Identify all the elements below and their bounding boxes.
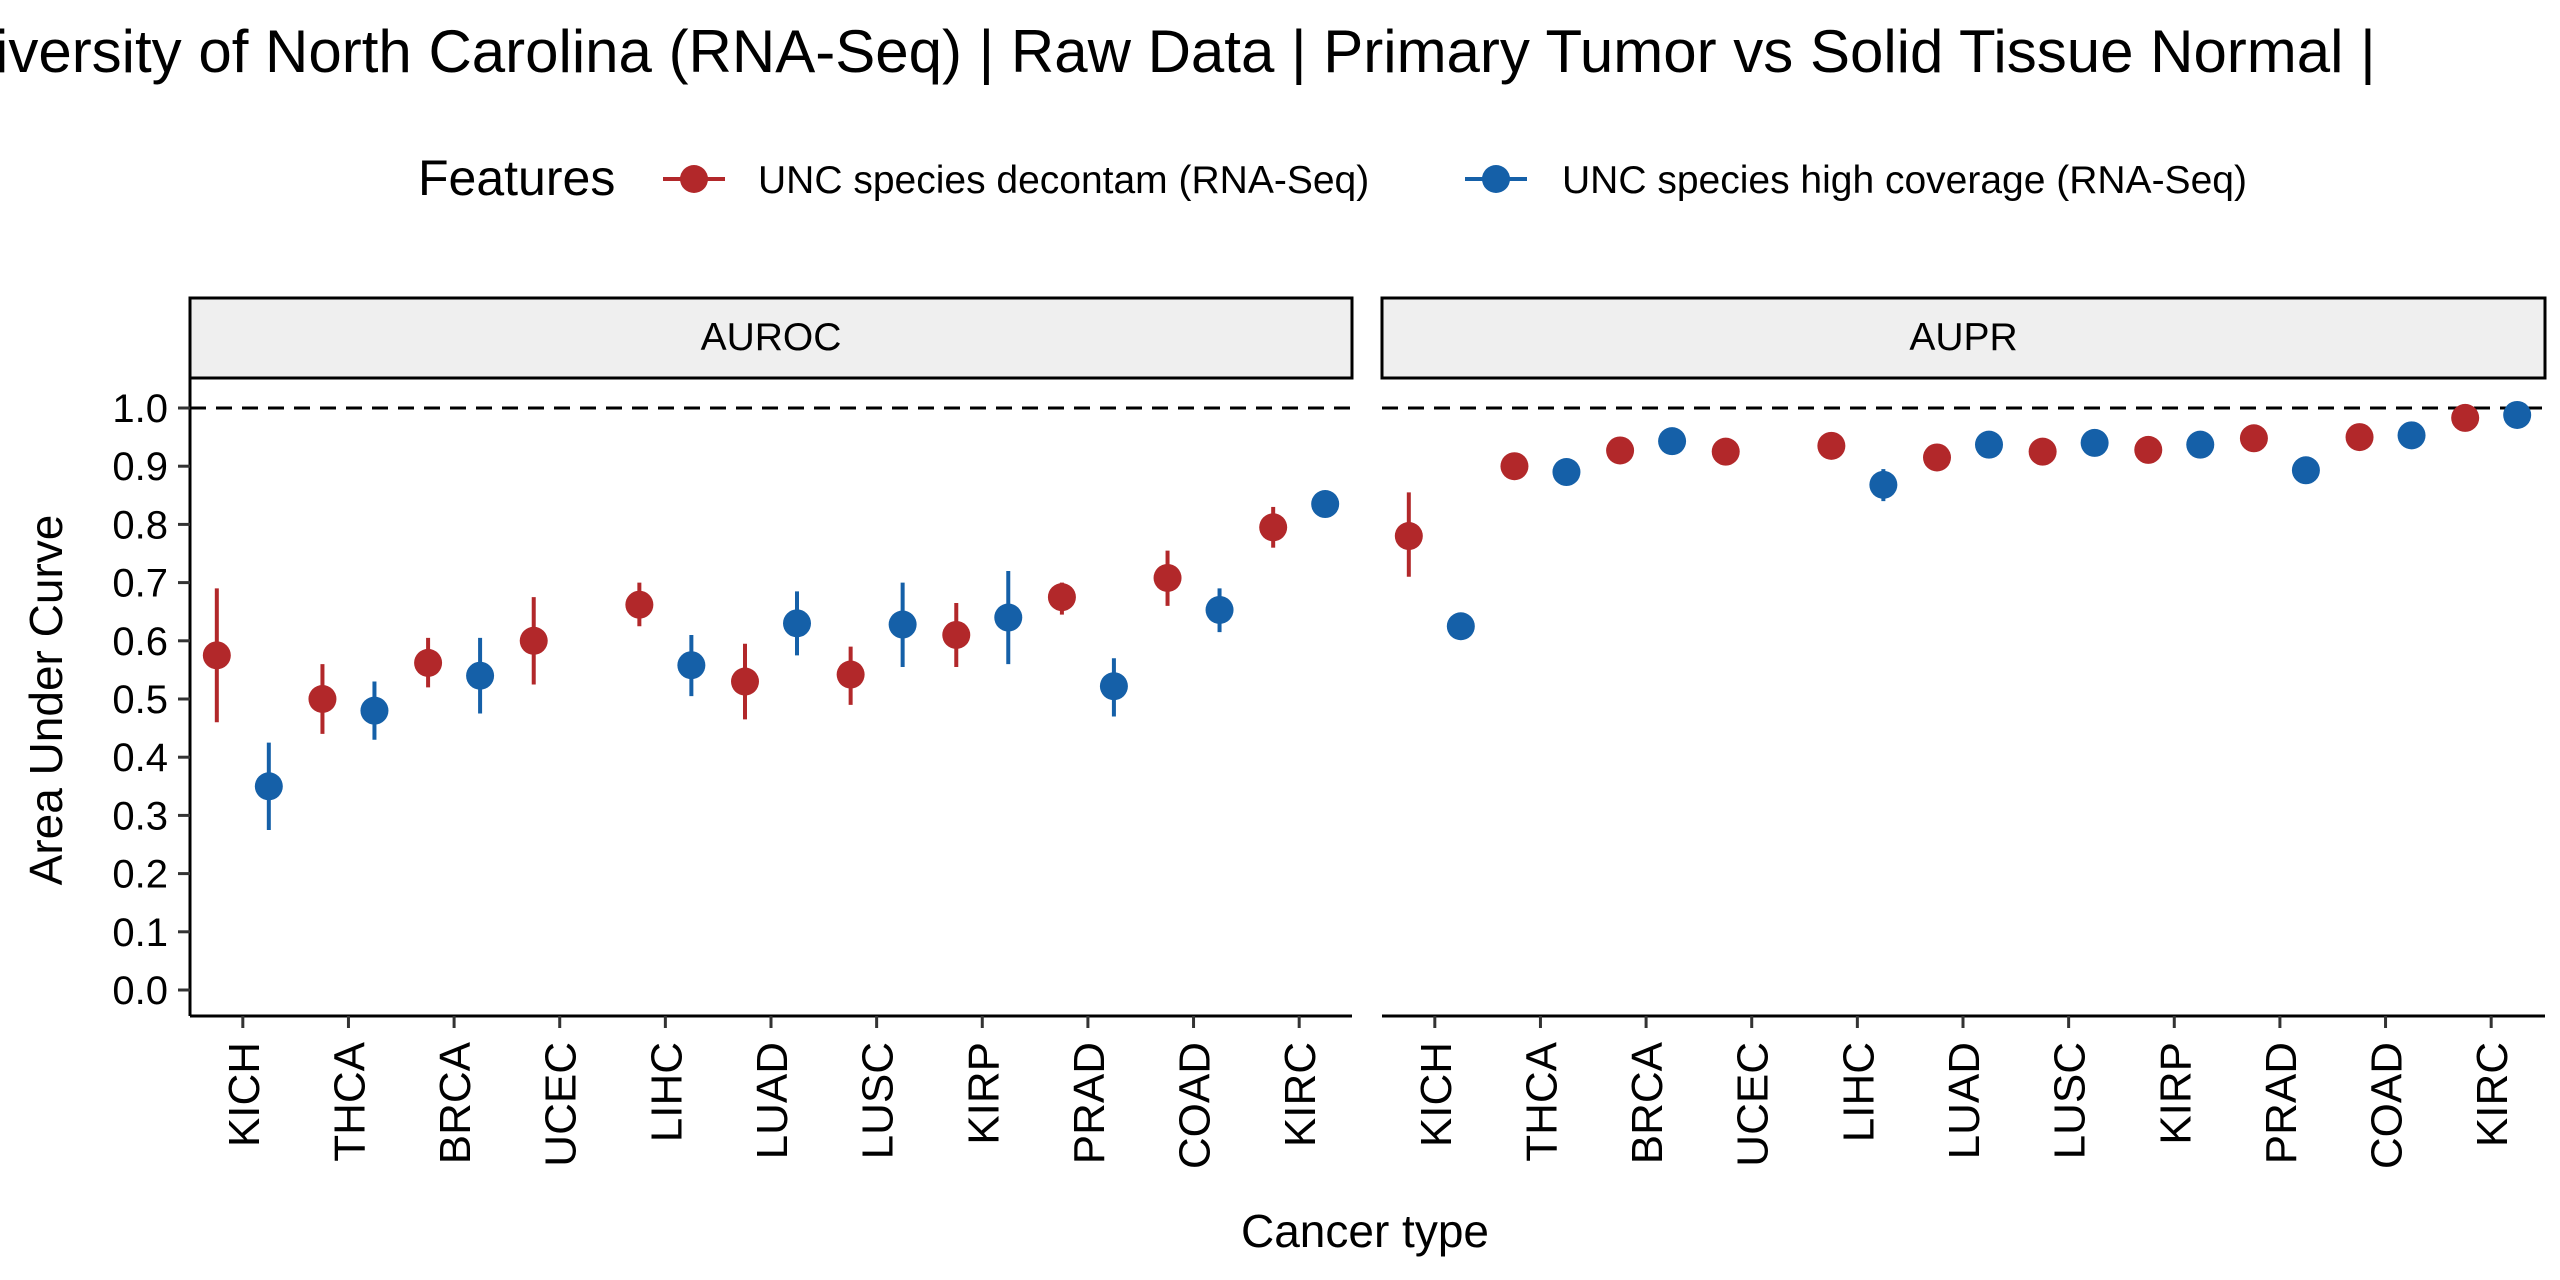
data-point-auroc-decontam-kirp <box>942 620 971 649</box>
panel-aupr: AUPR KICH THCA BRCA UCEC LIHC LUAD LUSC KIRP PRAD… <box>1380 296 2547 1169</box>
x-tick-label-aupr-thca: THCA <box>1517 1041 1566 1161</box>
strip-box-auroc <box>188 296 1354 380</box>
data-point-aupr-decontam-thca <box>1500 452 1529 481</box>
y-tick-label-0-0: 0.0 <box>112 969 168 1013</box>
data-point-aupr-decontam-luad <box>1923 443 1951 472</box>
x-tick-label-auroc-kirp: KIRP <box>959 1042 1008 1145</box>
data-point-auroc-decontam-lihc <box>625 590 654 619</box>
strip-box-aupr <box>1380 296 2547 380</box>
x-tick-label-aupr-coad: COAD <box>2363 1042 2412 1169</box>
x-tick-label-auroc-lusc: LUSC <box>854 1042 903 1159</box>
data-point-aupr-decontam-ucec <box>1711 437 1740 466</box>
data-point-auroc-decontam-luad <box>731 667 759 696</box>
x-tick-label-aupr-lusc: LUSC <box>2046 1042 2095 1159</box>
legend-entry-decontam: UNC species decontam (RNA-Seq) <box>663 159 1369 202</box>
panel-auroc: AUROC KICH THCA BRCA UCEC LIHC LUAD LUSC KIRP PRA… <box>188 296 1354 1169</box>
y-tick-label-0-6: 0.6 <box>112 620 168 664</box>
x-tick-label-auroc-luad: LUAD <box>748 1042 797 1159</box>
data-point-auroc-decontam-prad <box>1047 583 1076 612</box>
y-tick-label-0-5: 0.5 <box>112 678 168 722</box>
legend-key-point-decontam <box>680 165 708 193</box>
data-point-aupr-decontam-kich <box>1394 522 1423 551</box>
legend-label-high-coverage: UNC species high coverage (RNA-Seq) <box>1562 159 2247 202</box>
legend-entry-high-coverage: UNC species high coverage (RNA-Seq) <box>1465 159 2247 202</box>
data-point-aupr-high-coverage-lusc <box>2080 428 2109 457</box>
x-tick-label-aupr-prad: PRAD <box>2257 1042 2306 1164</box>
data-point-aupr-high-coverage-kich <box>1446 612 1475 641</box>
y-tick-label-0-7: 0.7 <box>112 562 168 606</box>
data-point-auroc-high-coverage-coad <box>1205 595 1234 624</box>
data-point-auroc-high-coverage-brca <box>466 661 495 690</box>
data-point-aupr-decontam-lusc <box>2028 437 2057 466</box>
y-tick-label-0-9: 0.9 <box>112 445 168 489</box>
y-tick-label-0-4: 0.4 <box>112 736 168 780</box>
x-tick-label-auroc-lihc: LIHC <box>642 1042 691 1142</box>
data-point-auroc-decontam-brca <box>414 648 443 677</box>
data-point-auroc-decontam-coad <box>1153 563 1182 592</box>
x-tick-label-aupr-lihc: LIHC <box>1834 1042 1883 1142</box>
data-point-auroc-high-coverage-kirc <box>1311 490 1340 519</box>
data-point-aupr-decontam-brca <box>1606 436 1635 465</box>
x-axis-title: Cancer type <box>1241 1205 1489 1257</box>
data-point-aupr-decontam-kirp <box>2134 435 2163 464</box>
data-point-aupr-decontam-prad <box>2239 424 2268 453</box>
strip-label-auroc: AUROC <box>701 316 842 359</box>
y-axis-title: Area Under Curve <box>20 515 72 886</box>
data-point-aupr-high-coverage-coad <box>2397 421 2426 450</box>
data-point-auroc-high-coverage-luad <box>783 609 811 638</box>
data-point-auroc-decontam-thca <box>308 685 337 713</box>
x-tick-label-aupr-luad: LUAD <box>1940 1042 1989 1159</box>
x-tick-label-aupr-kirp: KIRP <box>2151 1042 2200 1145</box>
legend-label-decontam: UNC species decontam (RNA-Seq) <box>758 159 1369 202</box>
data-point-auroc-decontam-kich <box>202 641 231 670</box>
x-tick-label-auroc-kich: KICH <box>220 1042 269 1147</box>
data-point-aupr-high-coverage-prad <box>2291 456 2320 485</box>
data-point-auroc-high-coverage-kirp <box>994 603 1023 632</box>
data-point-auroc-decontam-lusc <box>836 660 865 689</box>
data-point-auroc-high-coverage-kich <box>254 772 283 801</box>
data-point-auroc-high-coverage-lihc <box>677 651 706 680</box>
y-tick-label-1-0: 1.0 <box>112 387 168 431</box>
y-tick-label-0-2: 0.2 <box>112 853 168 897</box>
strip-label-aupr: AUPR <box>1909 316 2017 359</box>
y-tick-label-0-1: 0.1 <box>112 911 168 955</box>
legend-key-point-high-coverage <box>1482 165 1510 193</box>
x-tick-label-aupr-kich: KICH <box>1412 1042 1461 1147</box>
x-tick-label-aupr-brca: BRCA <box>1623 1041 1672 1164</box>
data-point-auroc-high-coverage-lusc <box>888 610 917 639</box>
x-tick-label-aupr-kirc: KIRC <box>2468 1042 2517 1147</box>
data-point-aupr-high-coverage-thca <box>1552 458 1581 487</box>
x-tick-label-auroc-ucec: UCEC <box>537 1042 586 1167</box>
x-tick-label-auroc-thca: THCA <box>325 1041 374 1161</box>
data-point-aupr-decontam-lihc <box>1817 431 1846 460</box>
x-tick-label-aupr-ucec: UCEC <box>1729 1042 1778 1167</box>
legend-title: Features <box>418 150 615 206</box>
data-point-auroc-decontam-kirc <box>1259 513 1288 542</box>
x-tick-label-auroc-coad: COAD <box>1171 1042 1220 1169</box>
data-point-aupr-high-coverage-kirp <box>2186 430 2215 459</box>
data-point-auroc-high-coverage-thca <box>360 696 389 725</box>
data-point-aupr-high-coverage-luad <box>1975 430 2003 459</box>
data-point-auroc-decontam-ucec <box>519 626 548 655</box>
y-tick-label-0-3: 0.3 <box>112 794 168 838</box>
data-point-aupr-high-coverage-kirc <box>2503 400 2532 429</box>
legend: Features UNC species decontam (RNA-Seq) … <box>418 150 2247 206</box>
x-tick-label-auroc-kirc: KIRC <box>1276 1042 1325 1147</box>
x-tick-label-auroc-prad: PRAD <box>1065 1042 1114 1164</box>
chart-title: iversity of North Carolina (RNA-Seq) | R… <box>0 18 2376 85</box>
y-tick-label-0-8: 0.8 <box>112 503 168 547</box>
data-point-aupr-decontam-kirc <box>2451 403 2480 432</box>
data-point-aupr-high-coverage-brca <box>1658 427 1687 456</box>
data-point-auroc-high-coverage-prad <box>1099 672 1128 701</box>
data-point-aupr-decontam-coad <box>2345 423 2374 452</box>
x-tick-label-auroc-brca: BRCA <box>431 1041 480 1164</box>
plot-area: 0.0 0.1 0.2 0.3 0.4 0.5 0.6 0.7 0.8 0.9 1.0 AUROC KI… <box>112 296 2547 1169</box>
data-point-aupr-high-coverage-lihc <box>1869 470 1898 499</box>
